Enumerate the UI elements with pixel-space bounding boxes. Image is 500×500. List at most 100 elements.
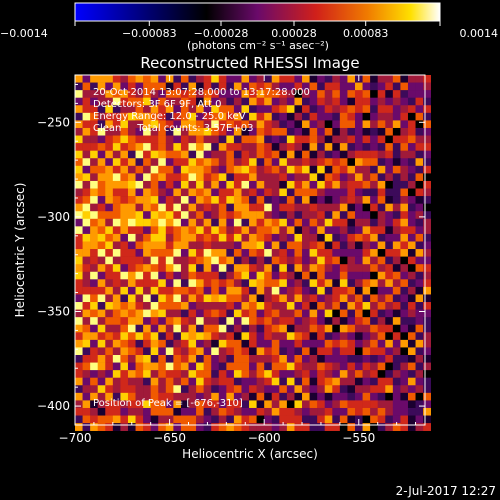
heatmap-cell: [120, 347, 129, 356]
heatmap-cell: [339, 423, 348, 431]
heatmap-cell: [173, 256, 182, 265]
heatmap-cell: [165, 370, 174, 379]
heatmap-cell: [279, 309, 288, 318]
heatmap-cell: [264, 90, 273, 99]
heatmap-cell: [400, 294, 409, 303]
heatmap-cell: [97, 97, 106, 106]
heatmap-cell: [249, 286, 257, 295]
heatmap-cell: [188, 203, 197, 212]
heatmap-cell: [241, 279, 250, 288]
heatmap-cell: [226, 332, 235, 341]
heatmap-cell: [105, 165, 114, 174]
heatmap-cell: [75, 400, 83, 409]
heatmap-cell: [143, 302, 151, 310]
heatmap-cell: [370, 120, 379, 129]
heatmap-cell: [302, 256, 310, 265]
heatmap-cell: [188, 75, 197, 83]
heatmap-cell: [105, 82, 114, 91]
heatmap-cell: [105, 264, 114, 273]
heatmap-cell: [264, 286, 273, 295]
heatmap-cell: [256, 135, 265, 144]
heatmap-cell: [135, 332, 144, 341]
heatmap-cell: [309, 339, 318, 348]
y-axis-tick-label: −300: [37, 210, 70, 224]
heatmap-cell: [271, 332, 280, 341]
heatmap-cell: [120, 339, 129, 348]
heatmap-cell: [264, 294, 273, 303]
heatmap-cell: [143, 120, 151, 129]
heatmap-cell: [385, 286, 394, 295]
heatmap-cell: [158, 75, 167, 83]
heatmap-cell: [211, 97, 220, 106]
heatmap-cell: [370, 309, 379, 318]
heatmap-cell: [377, 264, 386, 273]
heatmap-cell: [143, 218, 151, 227]
heatmap-cell: [407, 370, 416, 379]
heatmap-cell: [75, 112, 83, 121]
heatmap-cell: [400, 135, 409, 144]
heatmap-cell: [324, 226, 333, 235]
heatmap-cell: [385, 143, 394, 151]
heatmap-cell: [385, 332, 394, 341]
heatmap-cell: [241, 97, 250, 106]
heatmap-cell: [135, 347, 144, 356]
heatmap-cell: [105, 407, 114, 416]
heatmap-cell: [392, 158, 401, 167]
heatmap-cell: [302, 362, 310, 371]
footer-timestamp: 2-Jul-2017 12:27: [396, 484, 496, 498]
heatmap-cell: [339, 143, 348, 151]
heatmap-cell: [355, 82, 363, 91]
heatmap-cell: [196, 271, 204, 280]
heatmap-cell: [302, 271, 310, 280]
heatmap-cell: [196, 143, 204, 151]
heatmap-cell: [82, 423, 91, 431]
heatmap-cell: [302, 165, 310, 174]
heatmap-cell: [218, 302, 227, 310]
heatmap-cell: [90, 294, 99, 303]
heatmap-cell: [158, 90, 167, 99]
heatmap-cell: [75, 370, 83, 379]
heatmap-cell: [271, 392, 280, 401]
heatmap-cell: [211, 286, 220, 295]
heatmap-cell: [332, 309, 341, 318]
heatmap-cell: [226, 82, 235, 91]
heatmap-cell: [90, 256, 99, 265]
heatmap-cell: [347, 370, 356, 379]
heatmap-cell: [400, 256, 409, 265]
heatmap-cell: [286, 173, 295, 182]
heatmap-cell: [392, 355, 401, 363]
heatmap-cell: [165, 407, 174, 416]
heatmap-cell: [423, 407, 431, 416]
heatmap-cell: [218, 392, 227, 401]
heatmap-cell: [165, 286, 174, 295]
heatmap-cell: [165, 233, 174, 242]
heatmap-cell: [415, 90, 424, 99]
heatmap-cell: [256, 173, 265, 182]
heatmap-cell: [188, 264, 197, 273]
heatmap-cell: [211, 271, 220, 280]
heatmap-cell: [392, 294, 401, 303]
heatmap-cell: [279, 249, 288, 257]
heatmap-cell: [112, 302, 121, 310]
heatmap-cell: [158, 120, 167, 129]
heatmap-cell: [407, 90, 416, 99]
heatmap-cell: [423, 150, 431, 159]
heatmap-cell: [317, 203, 326, 212]
heatmap-cell: [324, 332, 333, 341]
heatmap-cell: [143, 127, 151, 136]
heatmap-cell: [317, 400, 326, 409]
heatmap-cell: [423, 317, 431, 326]
heatmap-cell: [249, 105, 257, 114]
heatmap-cell: [173, 415, 182, 424]
heatmap-cell: [249, 377, 257, 386]
heatmap-cell: [173, 302, 182, 310]
heatmap-cell: [347, 150, 356, 159]
heatmap-cell: [241, 385, 250, 394]
heatmap-cell: [271, 97, 280, 106]
heatmap-cell: [271, 82, 280, 91]
heatmap-cell: [415, 279, 424, 288]
heatmap-cell: [127, 279, 136, 288]
heatmap-cell: [347, 271, 356, 280]
heatmap-cell: [279, 82, 288, 91]
heatmap-cell: [120, 355, 129, 363]
